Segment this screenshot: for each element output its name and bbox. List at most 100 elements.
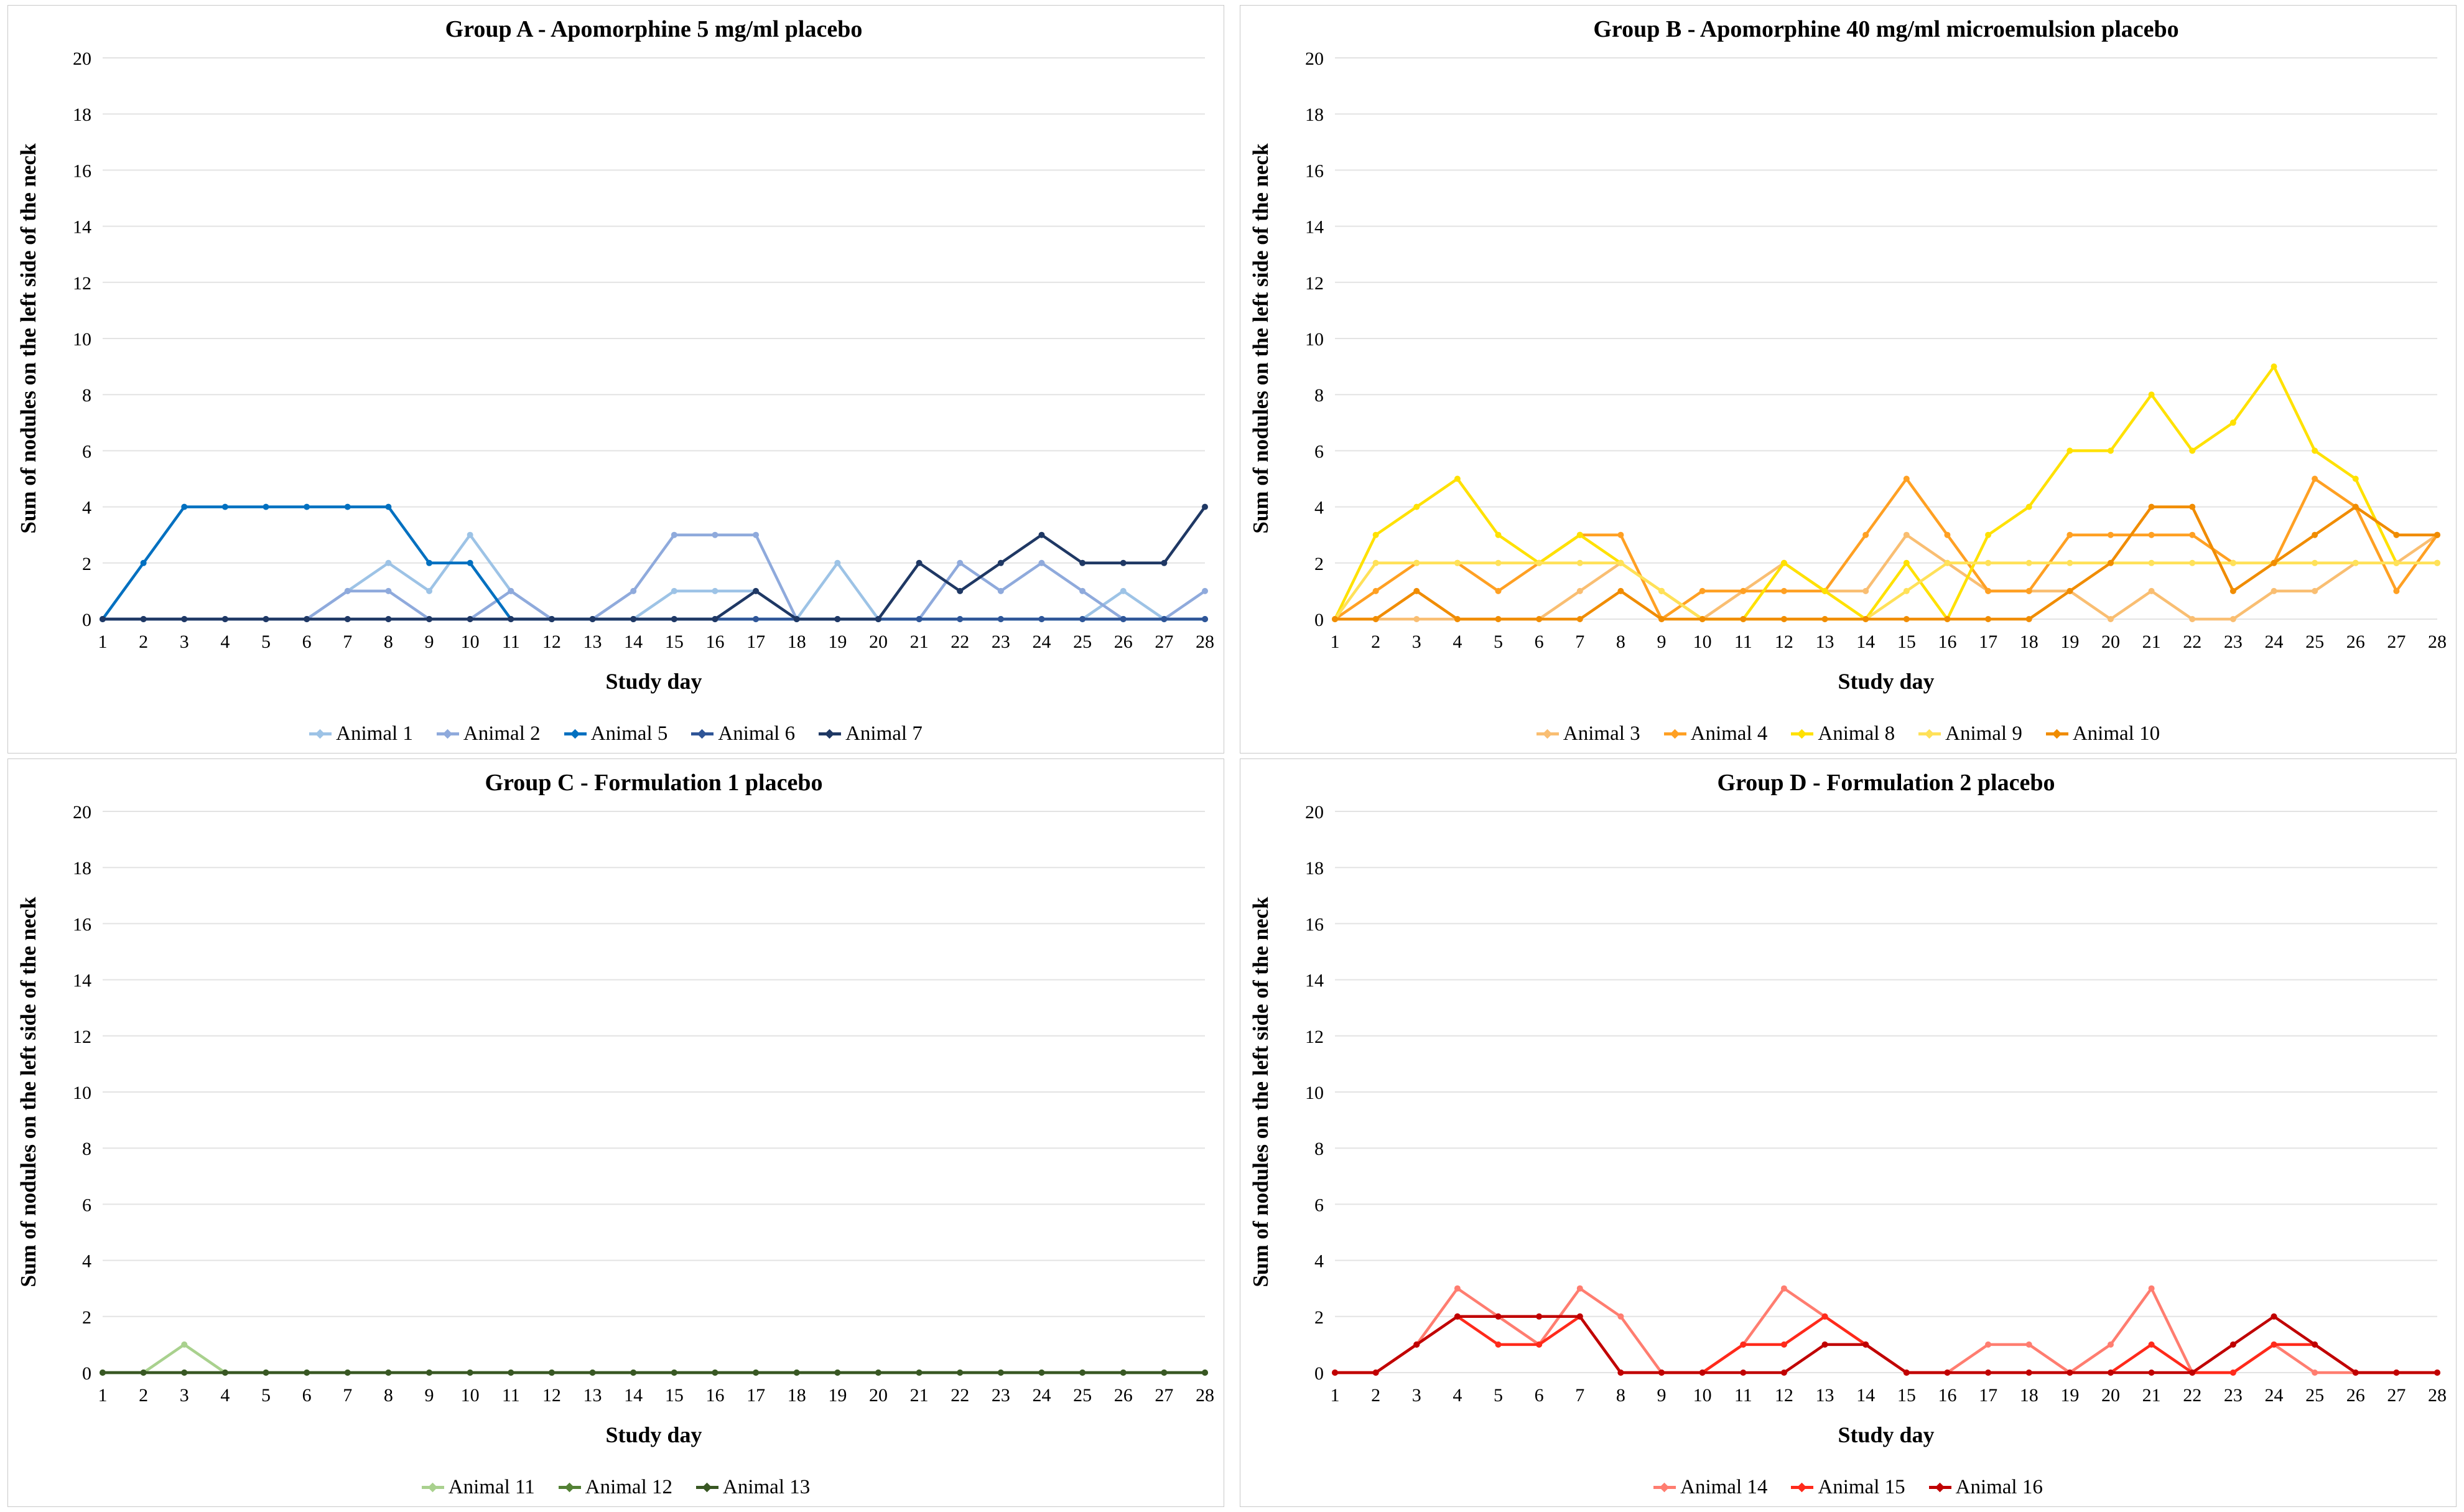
data-point-animal-15-day-11 (1740, 1341, 1747, 1348)
x-axis-label: Study day (1838, 669, 1934, 694)
x-tick-label: 20 (2101, 632, 2120, 652)
data-point-animal-16-day-28 (2434, 1370, 2440, 1376)
x-axis-label: Study day (605, 1422, 702, 1447)
data-point-animal-16-day-3 (1413, 1341, 1420, 1348)
data-point-animal-8-day-21 (2148, 391, 2155, 398)
x-tick-label: 26 (1114, 632, 1133, 652)
data-point-animal-9-day-2 (1372, 559, 1379, 566)
y-tick-label: 16 (1305, 914, 1324, 935)
y-tick-label: 20 (73, 49, 91, 69)
x-tick-label: 2 (139, 632, 148, 652)
y-tick-label: 16 (1305, 161, 1324, 181)
data-point-animal-2-day-16 (712, 531, 718, 538)
legend-item-animal-6: Animal 6 (691, 724, 795, 744)
x-tick-label: 25 (2305, 632, 2324, 652)
x-tick-label: 1 (98, 1385, 108, 1406)
data-point-animal-14-day-7 (1576, 1285, 1583, 1292)
x-tick-label: 14 (624, 1385, 643, 1406)
data-point-animal-3-day-21 (2148, 587, 2155, 594)
legend-label: Animal 7 (845, 722, 923, 745)
data-point-animal-6-day-27 (1161, 616, 1168, 622)
x-tick-label: 7 (343, 632, 352, 652)
data-point-animal-10-day-10 (1699, 616, 1706, 622)
data-point-animal-4-day-27 (2393, 587, 2400, 594)
data-point-animal-5-day-6 (304, 503, 310, 510)
x-tick-label: 8 (1616, 632, 1625, 652)
data-point-animal-15-day-23 (2229, 1370, 2236, 1376)
data-point-animal-5-day-2 (140, 559, 147, 566)
y-tick-label: 4 (1314, 1251, 1324, 1272)
legend-item-animal-15: Animal 15 (1791, 1477, 1905, 1498)
data-point-animal-3-day-14 (1862, 587, 1869, 594)
data-point-animal-14-day-12 (1780, 1285, 1787, 1292)
legend-marker-icon (1536, 729, 1559, 739)
x-tick-label: 21 (910, 1385, 929, 1406)
data-point-animal-3-day-22 (2189, 616, 2196, 622)
series-line-animal-4 (1333, 477, 2439, 621)
legend-marker-icon (564, 729, 587, 739)
legend-item-animal-11: Animal 11 (421, 1477, 535, 1498)
data-point-animal-16-day-7 (1576, 1313, 1583, 1320)
x-tick-label: 13 (1816, 632, 1834, 652)
data-point-animal-8-day-7 (1576, 531, 1583, 538)
data-point-animal-4-day-5 (1495, 587, 1502, 594)
data-point-animal-15-day-5 (1495, 1341, 1502, 1348)
y-tick-label: 6 (82, 441, 91, 462)
data-point-animal-4-day-21 (2148, 531, 2155, 538)
legend-label: Animal 5 (590, 722, 668, 745)
data-point-animal-5-day-5 (263, 503, 269, 510)
data-point-animal-8-day-23 (2229, 419, 2236, 426)
x-tick-label: 12 (1775, 1385, 1793, 1406)
data-point-animal-7-day-12 (548, 616, 555, 622)
data-point-animal-16-day-2 (1372, 1370, 1379, 1376)
legend-item-animal-12: Animal 12 (558, 1477, 672, 1498)
y-tick-label: 12 (1305, 1027, 1324, 1047)
data-point-animal-6-day-17 (753, 616, 760, 622)
data-point-animal-13-day-11 (508, 1370, 514, 1376)
data-point-animal-16-day-10 (1699, 1370, 1706, 1376)
data-point-animal-4-day-10 (1699, 587, 1706, 594)
y-tick-label: 8 (1314, 1139, 1324, 1159)
data-point-animal-16-day-8 (1617, 1370, 1624, 1376)
legend-label: Animal 14 (1680, 1476, 1768, 1498)
x-tick-label: 27 (1155, 1385, 1173, 1406)
data-point-animal-7-day-26 (1120, 559, 1127, 566)
x-tick-label: 14 (1856, 632, 1875, 652)
legend-marker-icon (1663, 729, 1686, 739)
legend-item-animal-9: Animal 9 (1918, 724, 2022, 744)
data-point-animal-13-day-3 (181, 1370, 188, 1376)
data-point-animal-13-day-23 (997, 1370, 1004, 1376)
y-tick-label: 2 (1314, 554, 1324, 574)
data-point-animal-10-day-21 (2148, 503, 2155, 510)
x-tick-label: 25 (1073, 632, 1092, 652)
y-tick-label: 6 (1314, 1195, 1324, 1215)
series-line-animal-16 (1333, 1315, 2439, 1374)
series-markers-animal-10 (1332, 503, 2440, 622)
data-point-animal-8-day-25 (2312, 447, 2318, 454)
legend-group-b: Animal 3 Animal 4 Animal 8 Animal 9 Animal 1… (1240, 724, 2456, 744)
data-point-animal-16-day-19 (2067, 1370, 2073, 1376)
chart-title: Group A - Apomorphine 5 mg/ml placebo (445, 16, 863, 42)
data-point-animal-7-day-15 (671, 616, 677, 622)
x-tick-label: 11 (1734, 632, 1752, 652)
x-tick-label: 26 (2346, 632, 2365, 652)
data-point-animal-13-day-17 (753, 1370, 760, 1376)
x-tick-label: 21 (910, 632, 929, 652)
y-tick-label: 14 (1305, 217, 1324, 238)
x-tick-label: 9 (1657, 632, 1667, 652)
x-tick-label: 11 (502, 1385, 520, 1406)
data-point-animal-1-day-9 (426, 587, 433, 594)
data-point-animal-9-day-16 (1944, 559, 1951, 566)
data-point-animal-9-day-26 (2352, 559, 2359, 566)
x-tick-label: 7 (1575, 632, 1584, 652)
panel-group-a: 0 2 4 6 8 10 12 14 16 18 20 1 2 3 4 5 6 7 8 9 10 11 12 13 14 15 16… (7, 5, 1224, 754)
data-point-animal-13-day-12 (548, 1370, 555, 1376)
data-point-animal-3-day-23 (2229, 616, 2236, 622)
series-markers-animal-1 (100, 531, 1208, 622)
x-tick-label: 1 (98, 632, 108, 652)
data-point-animal-9-day-21 (2148, 559, 2155, 566)
x-tick-label: 6 (1535, 1385, 1544, 1406)
data-point-animal-16-day-9 (1658, 1370, 1665, 1376)
